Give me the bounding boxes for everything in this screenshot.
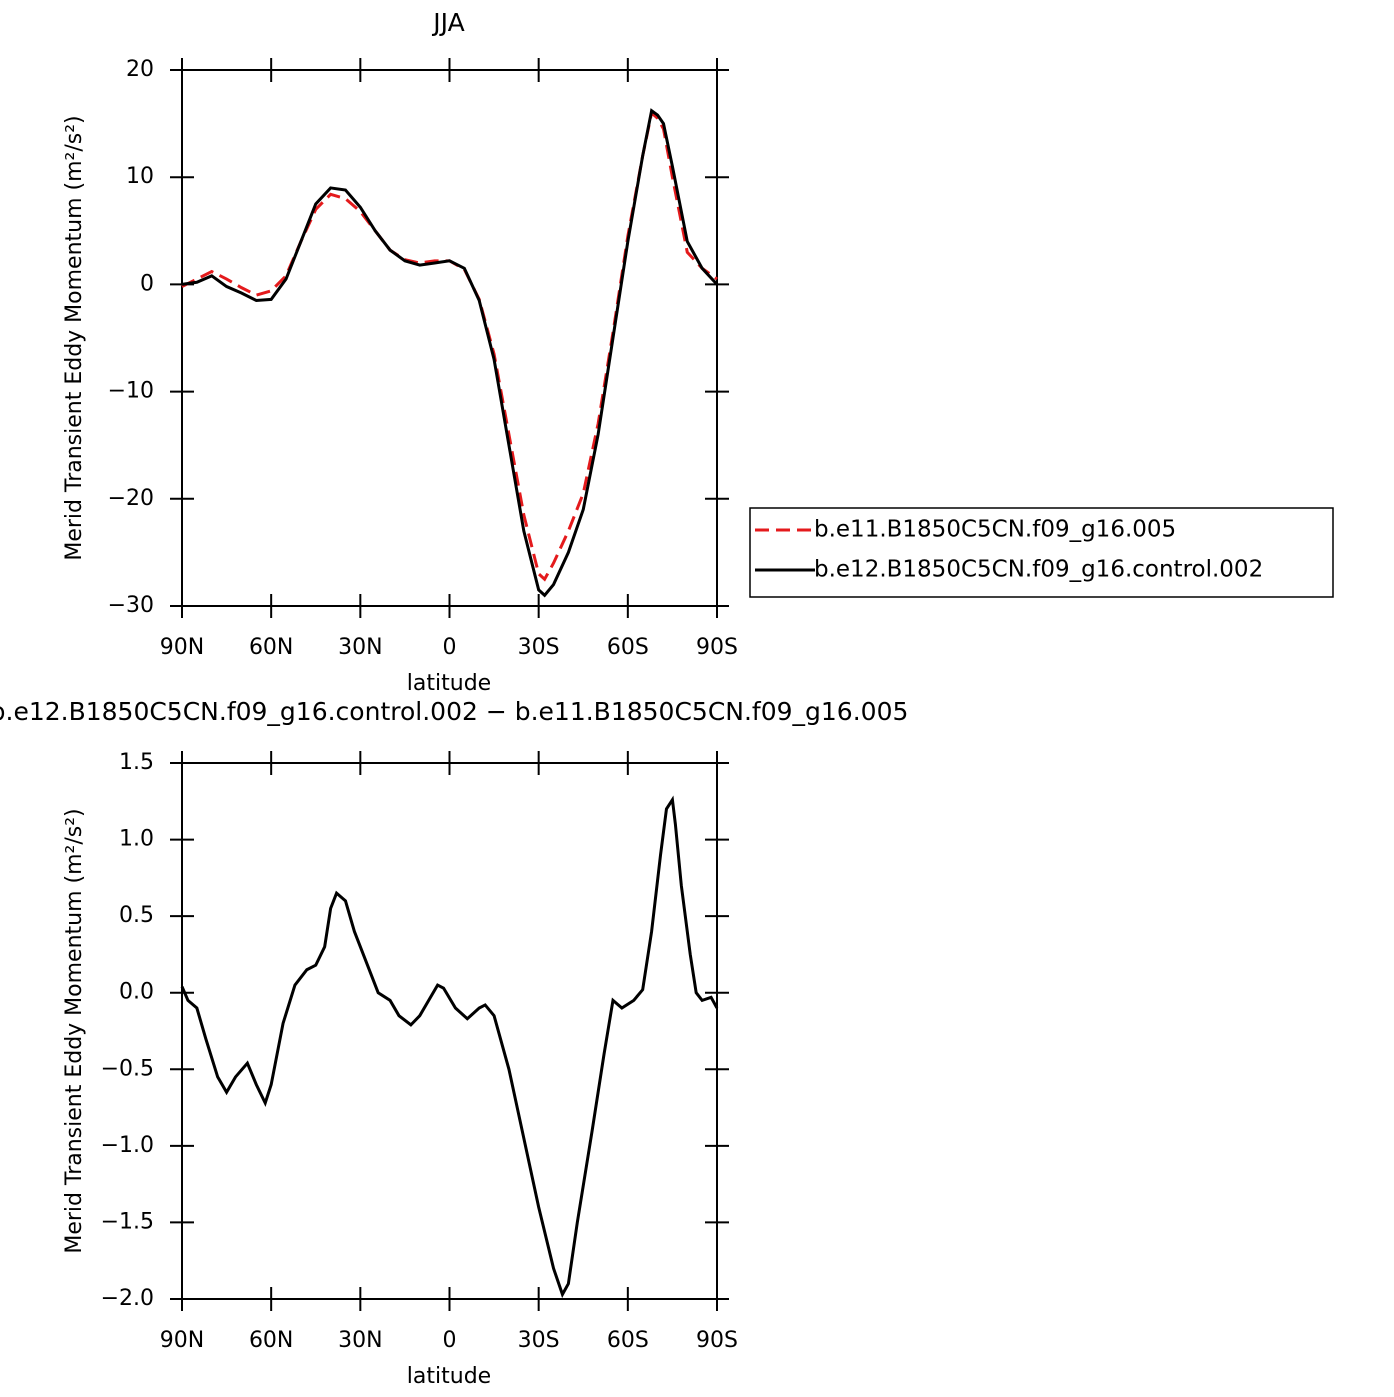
x-tick-label: 60S	[607, 635, 649, 660]
y-tick-label: 1.0	[119, 827, 154, 852]
plot-frame	[181, 69, 718, 607]
data-line	[181, 108, 719, 598]
x-axis-label: latitude	[407, 671, 491, 696]
x-tick-label: 0	[443, 635, 457, 660]
chart-title: b.e12.B1850C5CN.f09_g16.control.002 − b.…	[0, 697, 908, 726]
y-tick-label: −0.5	[101, 1056, 154, 1081]
x-tick-label: 30S	[518, 635, 560, 660]
y-tick-label: 20	[126, 57, 154, 82]
legend-box	[749, 507, 1334, 598]
x-tick-label: 90N	[160, 635, 204, 660]
y-tick-label: −20	[108, 486, 154, 511]
x-tick-label: 90S	[696, 635, 738, 660]
legend-label: b.e11.B1850C5CN.f09_g16.005	[814, 517, 1176, 543]
y-tick-label: 10	[126, 164, 154, 189]
data-line	[180, 795, 719, 1299]
legend-label: b.e12.B1850C5CN.f09_g16.control.002	[814, 557, 1263, 583]
x-tick-label: 0	[443, 1328, 457, 1353]
x-tick-label: 60N	[249, 635, 293, 660]
chart-title: JJA	[431, 8, 464, 37]
x-tick-label: 60N	[249, 1328, 293, 1353]
x-tick-label: 30N	[338, 635, 382, 660]
plot-frame	[181, 762, 718, 1300]
y-tick-label: 0.0	[119, 980, 154, 1005]
y-axis-label: Merid Transient Eddy Momentum (m²/s²)	[62, 808, 87, 1253]
y-tick-label: −10	[108, 379, 154, 404]
y-tick-label: −30	[108, 593, 154, 618]
x-axis-label: latitude	[407, 1364, 491, 1389]
y-tick-label: −1.0	[101, 1133, 154, 1158]
y-tick-label: −1.5	[101, 1209, 154, 1234]
y-tick-label: 1.5	[119, 750, 154, 775]
x-tick-label: 30N	[338, 1328, 382, 1353]
y-tick-label: 0.5	[119, 903, 154, 928]
y-axis-label: Merid Transient Eddy Momentum (m²/s²)	[62, 115, 87, 560]
x-tick-label: 60S	[607, 1328, 649, 1353]
x-tick-label: 90N	[160, 1328, 204, 1353]
y-tick-label: −2.0	[101, 1286, 154, 1311]
x-tick-label: 90S	[696, 1328, 738, 1353]
x-tick-label: 30S	[518, 1328, 560, 1353]
y-tick-label: 0	[140, 271, 154, 296]
